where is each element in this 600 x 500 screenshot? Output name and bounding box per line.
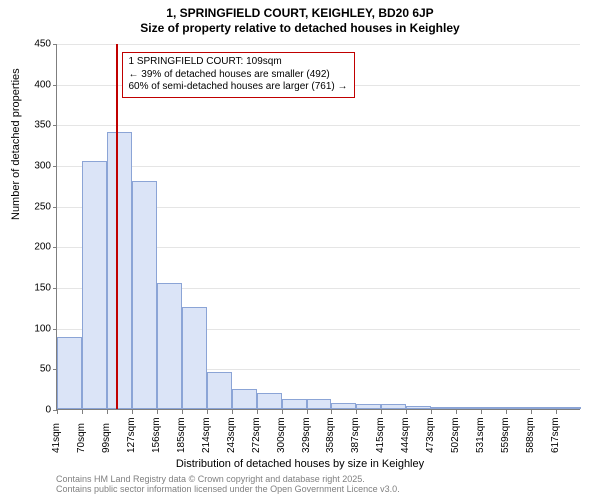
- ytick-label: 450: [34, 39, 51, 50]
- xtick-label: 70sqm: [76, 419, 87, 453]
- footer-line2: Contains public sector information licen…: [56, 484, 400, 494]
- histogram-bar: [107, 132, 132, 409]
- gridline: [57, 166, 580, 167]
- histogram-bar: [282, 399, 307, 409]
- xtick-label: 127sqm: [126, 413, 137, 453]
- x-axis-label: Distribution of detached houses by size …: [0, 458, 600, 470]
- ytick-mark: [53, 125, 57, 126]
- histogram-bar: [556, 407, 581, 409]
- ytick-mark: [53, 288, 57, 289]
- annotation-box: 1 SPRINGFIELD COURT: 109sqm ← 39% of det…: [122, 52, 355, 98]
- annotation-line1: 1 SPRINGFIELD COURT: 109sqm: [129, 56, 348, 69]
- histogram-bar: [331, 403, 356, 410]
- xtick-label: 531sqm: [475, 413, 486, 453]
- annotation-line2: ← 39% of detached houses are smaller (49…: [129, 69, 348, 82]
- ytick-label: 150: [34, 283, 51, 294]
- histogram-bar: [481, 407, 506, 409]
- histogram-bar: [406, 406, 431, 409]
- ytick-label: 200: [34, 242, 51, 253]
- xtick-mark: [107, 410, 108, 414]
- ytick-label: 400: [34, 79, 51, 90]
- gridline: [57, 125, 580, 126]
- histogram-bar: [431, 407, 456, 409]
- histogram-bar: [132, 181, 157, 409]
- ytick-label: 300: [34, 161, 51, 172]
- histogram-bar: [506, 407, 531, 409]
- xtick-label: 473sqm: [425, 413, 436, 453]
- histogram-bar: [531, 407, 556, 409]
- histogram-bar: [157, 283, 182, 409]
- footer-line1: Contains HM Land Registry data © Crown c…: [56, 474, 400, 484]
- xtick-label: 156sqm: [151, 413, 162, 453]
- plot-area: 05010015020025030035040045041sqm70sqm99s…: [56, 44, 580, 410]
- histogram-bar: [82, 161, 107, 409]
- ytick-mark: [53, 329, 57, 330]
- histogram-bar: [257, 393, 282, 409]
- y-axis-label: Number of detached properties: [10, 68, 22, 220]
- xtick-label: 502sqm: [450, 413, 461, 453]
- histogram-bar: [356, 404, 381, 409]
- xtick-label: 444sqm: [400, 413, 411, 453]
- title-block: 1, SPRINGFIELD COURT, KEIGHLEY, BD20 6JP…: [0, 0, 600, 35]
- xtick-label: 559sqm: [500, 413, 511, 453]
- ytick-label: 0: [45, 405, 51, 416]
- xtick-label: 243sqm: [226, 413, 237, 453]
- histogram-bar: [232, 389, 257, 409]
- xtick-label: 185sqm: [176, 413, 187, 453]
- footer-attribution: Contains HM Land Registry data © Crown c…: [56, 474, 400, 495]
- xtick-label: 99sqm: [101, 419, 112, 453]
- title-address: 1, SPRINGFIELD COURT, KEIGHLEY, BD20 6JP: [0, 6, 600, 20]
- ytick-label: 100: [34, 323, 51, 334]
- xtick-label: 617sqm: [550, 413, 561, 453]
- xtick-label: 300sqm: [276, 413, 287, 453]
- ytick-label: 250: [34, 201, 51, 212]
- histogram-bar: [207, 372, 232, 409]
- ytick-mark: [53, 85, 57, 86]
- xtick-mark: [82, 410, 83, 414]
- xtick-label: 214sqm: [201, 413, 212, 453]
- histogram-bar: [381, 404, 406, 409]
- xtick-label: 588sqm: [525, 413, 536, 453]
- ytick-mark: [53, 44, 57, 45]
- chart-container: 1, SPRINGFIELD COURT, KEIGHLEY, BD20 6JP…: [0, 0, 600, 500]
- histogram-bar: [57, 337, 82, 409]
- title-subtitle: Size of property relative to detached ho…: [0, 21, 600, 35]
- xtick-label: 358sqm: [325, 413, 336, 453]
- histogram-bar: [182, 307, 207, 409]
- xtick-label: 415sqm: [375, 413, 386, 453]
- ytick-mark: [53, 207, 57, 208]
- xtick-label: 387sqm: [350, 413, 361, 453]
- ytick-mark: [53, 247, 57, 248]
- annotation-line3: 60% of semi-detached houses are larger (…: [129, 81, 348, 94]
- xtick-label: 329sqm: [301, 413, 312, 453]
- marker-line: [116, 44, 118, 409]
- histogram-bar: [456, 407, 481, 409]
- ytick-mark: [53, 166, 57, 167]
- gridline: [57, 44, 580, 45]
- ytick-label: 350: [34, 120, 51, 131]
- histogram-bar: [307, 399, 332, 409]
- xtick-mark: [57, 410, 58, 414]
- xtick-label: 272sqm: [251, 413, 262, 453]
- ytick-label: 50: [40, 364, 51, 375]
- xtick-label: 41sqm: [51, 419, 62, 453]
